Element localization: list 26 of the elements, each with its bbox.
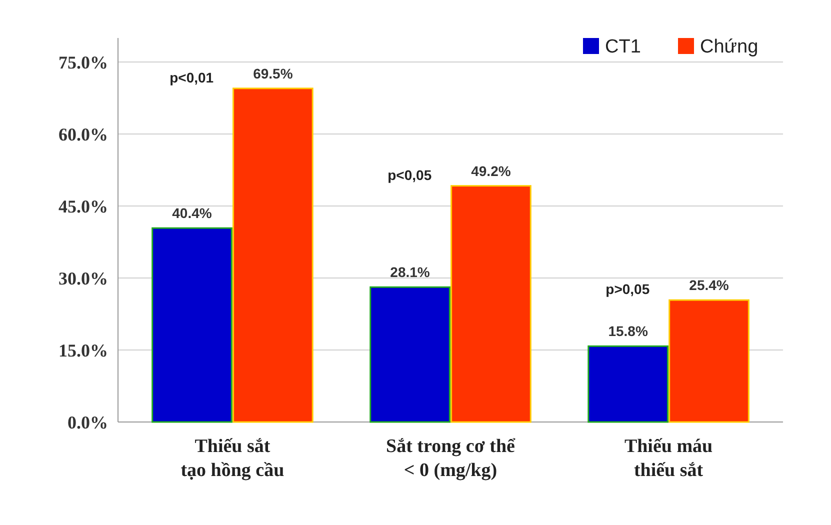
x-tick-label: Thiếu sắt tạo hồng cầu xyxy=(180,436,285,481)
y-tick-label: 60.0% xyxy=(58,124,108,144)
annotation: p<0,01 xyxy=(170,69,214,86)
legend-label: CT1 xyxy=(605,36,641,58)
data-label: 28.1% xyxy=(390,264,430,280)
annotation: p<0,05 xyxy=(388,166,432,183)
annotation: p>0,05 xyxy=(606,281,650,298)
y-tick-label: 15.0% xyxy=(58,340,108,360)
y-tick-label: 30.0% xyxy=(58,268,108,288)
bar xyxy=(152,227,232,423)
bar xyxy=(232,88,314,423)
data-label: 49.2% xyxy=(471,162,512,179)
bar xyxy=(370,286,450,423)
y-tick-label: 0.0% xyxy=(68,412,108,432)
y-tick-label: 75.0% xyxy=(58,52,108,72)
bar xyxy=(668,299,750,423)
x-tick-label: Thiếu máu thiếu sắt xyxy=(624,436,714,481)
data-label: 40.4% xyxy=(172,205,212,222)
y-tick-label: 45.0% xyxy=(58,196,108,216)
data-label: 69.5% xyxy=(253,65,294,82)
bar xyxy=(588,345,668,423)
bar xyxy=(450,185,532,423)
legend-label: Chứng xyxy=(700,36,758,58)
data-label: 15.8% xyxy=(608,323,648,340)
data-label: 25.4% xyxy=(689,277,730,294)
x-tick-label: Sắt trong cơ thể < 0 (mg/kg) xyxy=(386,436,516,481)
